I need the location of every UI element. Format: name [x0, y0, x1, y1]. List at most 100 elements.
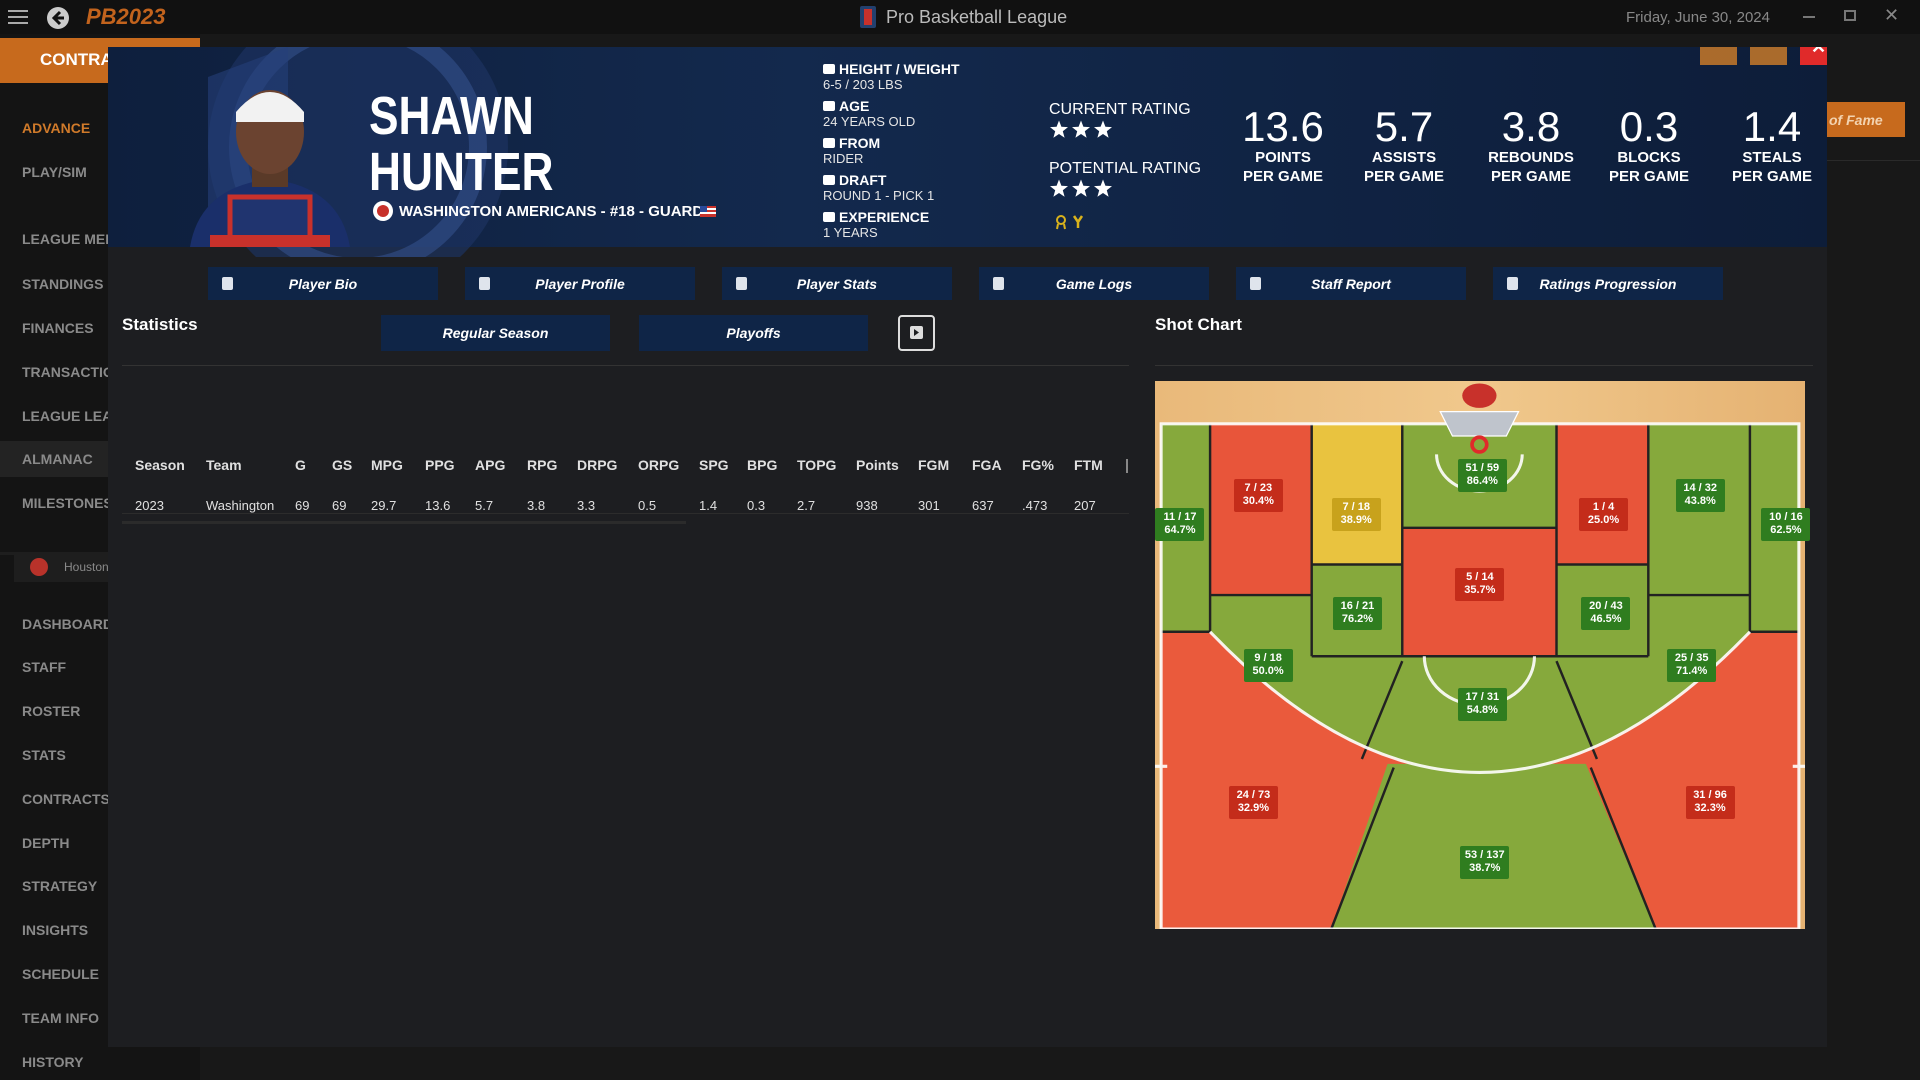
hall-of-fame-button[interactable]: of Fame [1827, 102, 1905, 137]
zone-badge: 11 / 17 64.7% [1155, 508, 1205, 542]
current-date: Friday, June 30, 2024 [1626, 9, 1770, 26]
bio-value: 6-5 / 203 LBS [823, 77, 903, 92]
minimize-button[interactable] [1803, 16, 1815, 18]
table-cell: 938 [856, 535, 878, 537]
column-header[interactable]: TOPG [797, 457, 837, 473]
menu-item[interactable]: MILESTONES [22, 495, 113, 511]
column-header[interactable]: Points [856, 457, 899, 473]
season-tab[interactable]: Playoffs [639, 315, 868, 351]
zone-percentage: 38.9% [1340, 514, 1372, 527]
app-logo: PB2023 [86, 4, 166, 29]
bio-value: 1 YEARS [823, 225, 878, 240]
tab-label[interactable]: Ratings Progression [1539, 275, 1677, 292]
zone-percentage: 54.8% [1466, 703, 1498, 716]
tab-label[interactable]: Player Profile [535, 275, 625, 292]
back-button[interactable] [46, 6, 70, 30]
season-tab[interactable]: Regular Season [381, 315, 610, 351]
stat-sub-label: PER GAME [1608, 168, 1689, 185]
next-player-button[interactable] [1750, 47, 1787, 65]
table-cell: 2.7 [797, 535, 815, 537]
tab[interactable]: Player Stats [722, 267, 952, 300]
bio-label: FROM [839, 135, 881, 151]
menu-item[interactable]: FINANCES [22, 320, 94, 336]
zone-badge: 31 / 96 32.3% [1685, 785, 1735, 819]
tab[interactable]: Player Profile [465, 267, 695, 300]
menu-item[interactable]: ALMANAC [22, 451, 93, 467]
menu-item[interactable]: SCHEDULE [22, 966, 100, 982]
zone-badge: 5 / 14 35.7% [1455, 568, 1505, 602]
tab-label[interactable]: Game Logs [1055, 275, 1133, 292]
previous-player-button[interactable] [1700, 47, 1737, 65]
menu-icon[interactable] [8, 8, 28, 26]
tab-label[interactable]: Player Bio [288, 275, 358, 292]
column-header[interactable]: APG [475, 457, 506, 473]
tab[interactable]: Ratings Progression [1493, 267, 1723, 300]
column-header[interactable]: RPG [527, 457, 558, 473]
column-header[interactable]: Team [206, 457, 242, 473]
tab-icon [1507, 277, 1518, 290]
star [1094, 120, 1112, 138]
close-window-button[interactable]: ✕ [1884, 5, 1900, 25]
column-header[interactable]: G [295, 457, 306, 473]
column-header[interactable]: FTM [1074, 457, 1103, 473]
player-header: SHAWN HUNTER WASHINGTON AMERICANS - #18 … [108, 47, 1827, 257]
menu-item[interactable]: STATS [22, 747, 66, 763]
tab-label[interactable]: Playoffs [726, 325, 781, 341]
table-cell: .473 [1022, 498, 1048, 513]
menu-item[interactable]: LEAGUE MED [22, 231, 116, 247]
tab-label[interactable]: Regular Season [442, 325, 549, 341]
column-header[interactable]: MPG [371, 457, 403, 473]
menu-item[interactable]: DEPTH [22, 835, 70, 851]
table-cell: CAREER [135, 535, 189, 537]
zone-shots: 7 / 18 [1342, 501, 1371, 514]
tab[interactable]: Game Logs [979, 267, 1209, 300]
column-header[interactable]: FGA [972, 457, 1002, 473]
menu-item[interactable]: CONTRACTS [22, 791, 110, 807]
menu-item[interactable]: PLAY/SIM [22, 164, 87, 180]
column-header[interactable]: DRPG [577, 457, 618, 473]
column-cutoff [1126, 459, 1128, 473]
column-header[interactable]: BPG [747, 457, 778, 473]
column-header[interactable]: GS [332, 457, 353, 473]
menu-item[interactable]: HISTORY [22, 1054, 84, 1070]
zone-percentage: 76.2% [1341, 613, 1374, 626]
tab-label[interactable]: Staff Report [1311, 275, 1391, 292]
menu-item[interactable]: TRANSACTIO [22, 364, 114, 380]
table-cell: 69 [332, 535, 346, 537]
stat-sub-label: PER GAME [1731, 168, 1812, 185]
menu-item[interactable]: ADVANCE [22, 120, 91, 136]
column-header[interactable]: Season [135, 457, 185, 473]
zone-shots: 53 / 137 [1464, 848, 1505, 861]
column-header[interactable]: FG% [1022, 457, 1054, 473]
export-button[interactable] [898, 315, 935, 351]
menu-item[interactable]: STRATEGY [22, 878, 98, 894]
menu-item[interactable]: INSIGHTS [22, 922, 89, 938]
zone-shots: 24 / 73 [1236, 788, 1271, 801]
maximize-button[interactable] [1844, 10, 1856, 21]
zone-shots: 11 / 17 [1163, 511, 1197, 524]
column-header[interactable]: SPG [699, 457, 729, 473]
tab[interactable]: Staff Report [1236, 267, 1466, 300]
menu-item[interactable]: STAFF [22, 659, 67, 675]
tab-label[interactable]: Player Stats [796, 275, 878, 292]
table-cell: 5.7 [475, 535, 493, 537]
team-name[interactable]: Houston [64, 560, 109, 574]
menu-item[interactable]: LEAGUE LEAD [22, 408, 123, 424]
scrollbar[interactable] [122, 521, 686, 524]
close-button[interactable]: ✕ [1800, 47, 1827, 65]
zone-shots: 7 / 23 [1244, 481, 1273, 494]
menu-item[interactable]: ROSTER [22, 703, 81, 719]
column-header[interactable]: ORPG [638, 457, 680, 473]
bio-value: ROUND 1 - PICK 1 [823, 188, 935, 203]
column-header[interactable]: PPG [425, 457, 455, 473]
table-cell: 301 [918, 535, 940, 537]
tab[interactable]: Player Bio [208, 267, 438, 300]
menu-item[interactable]: STANDINGS [22, 276, 104, 292]
column-header[interactable]: FGM [918, 457, 950, 473]
table-cell: 938 [856, 498, 878, 513]
table-cell: 29.7 [371, 498, 397, 513]
menu-item[interactable]: TEAM INFO [22, 1010, 99, 1026]
menu-item[interactable]: DASHBOARD [22, 616, 113, 632]
